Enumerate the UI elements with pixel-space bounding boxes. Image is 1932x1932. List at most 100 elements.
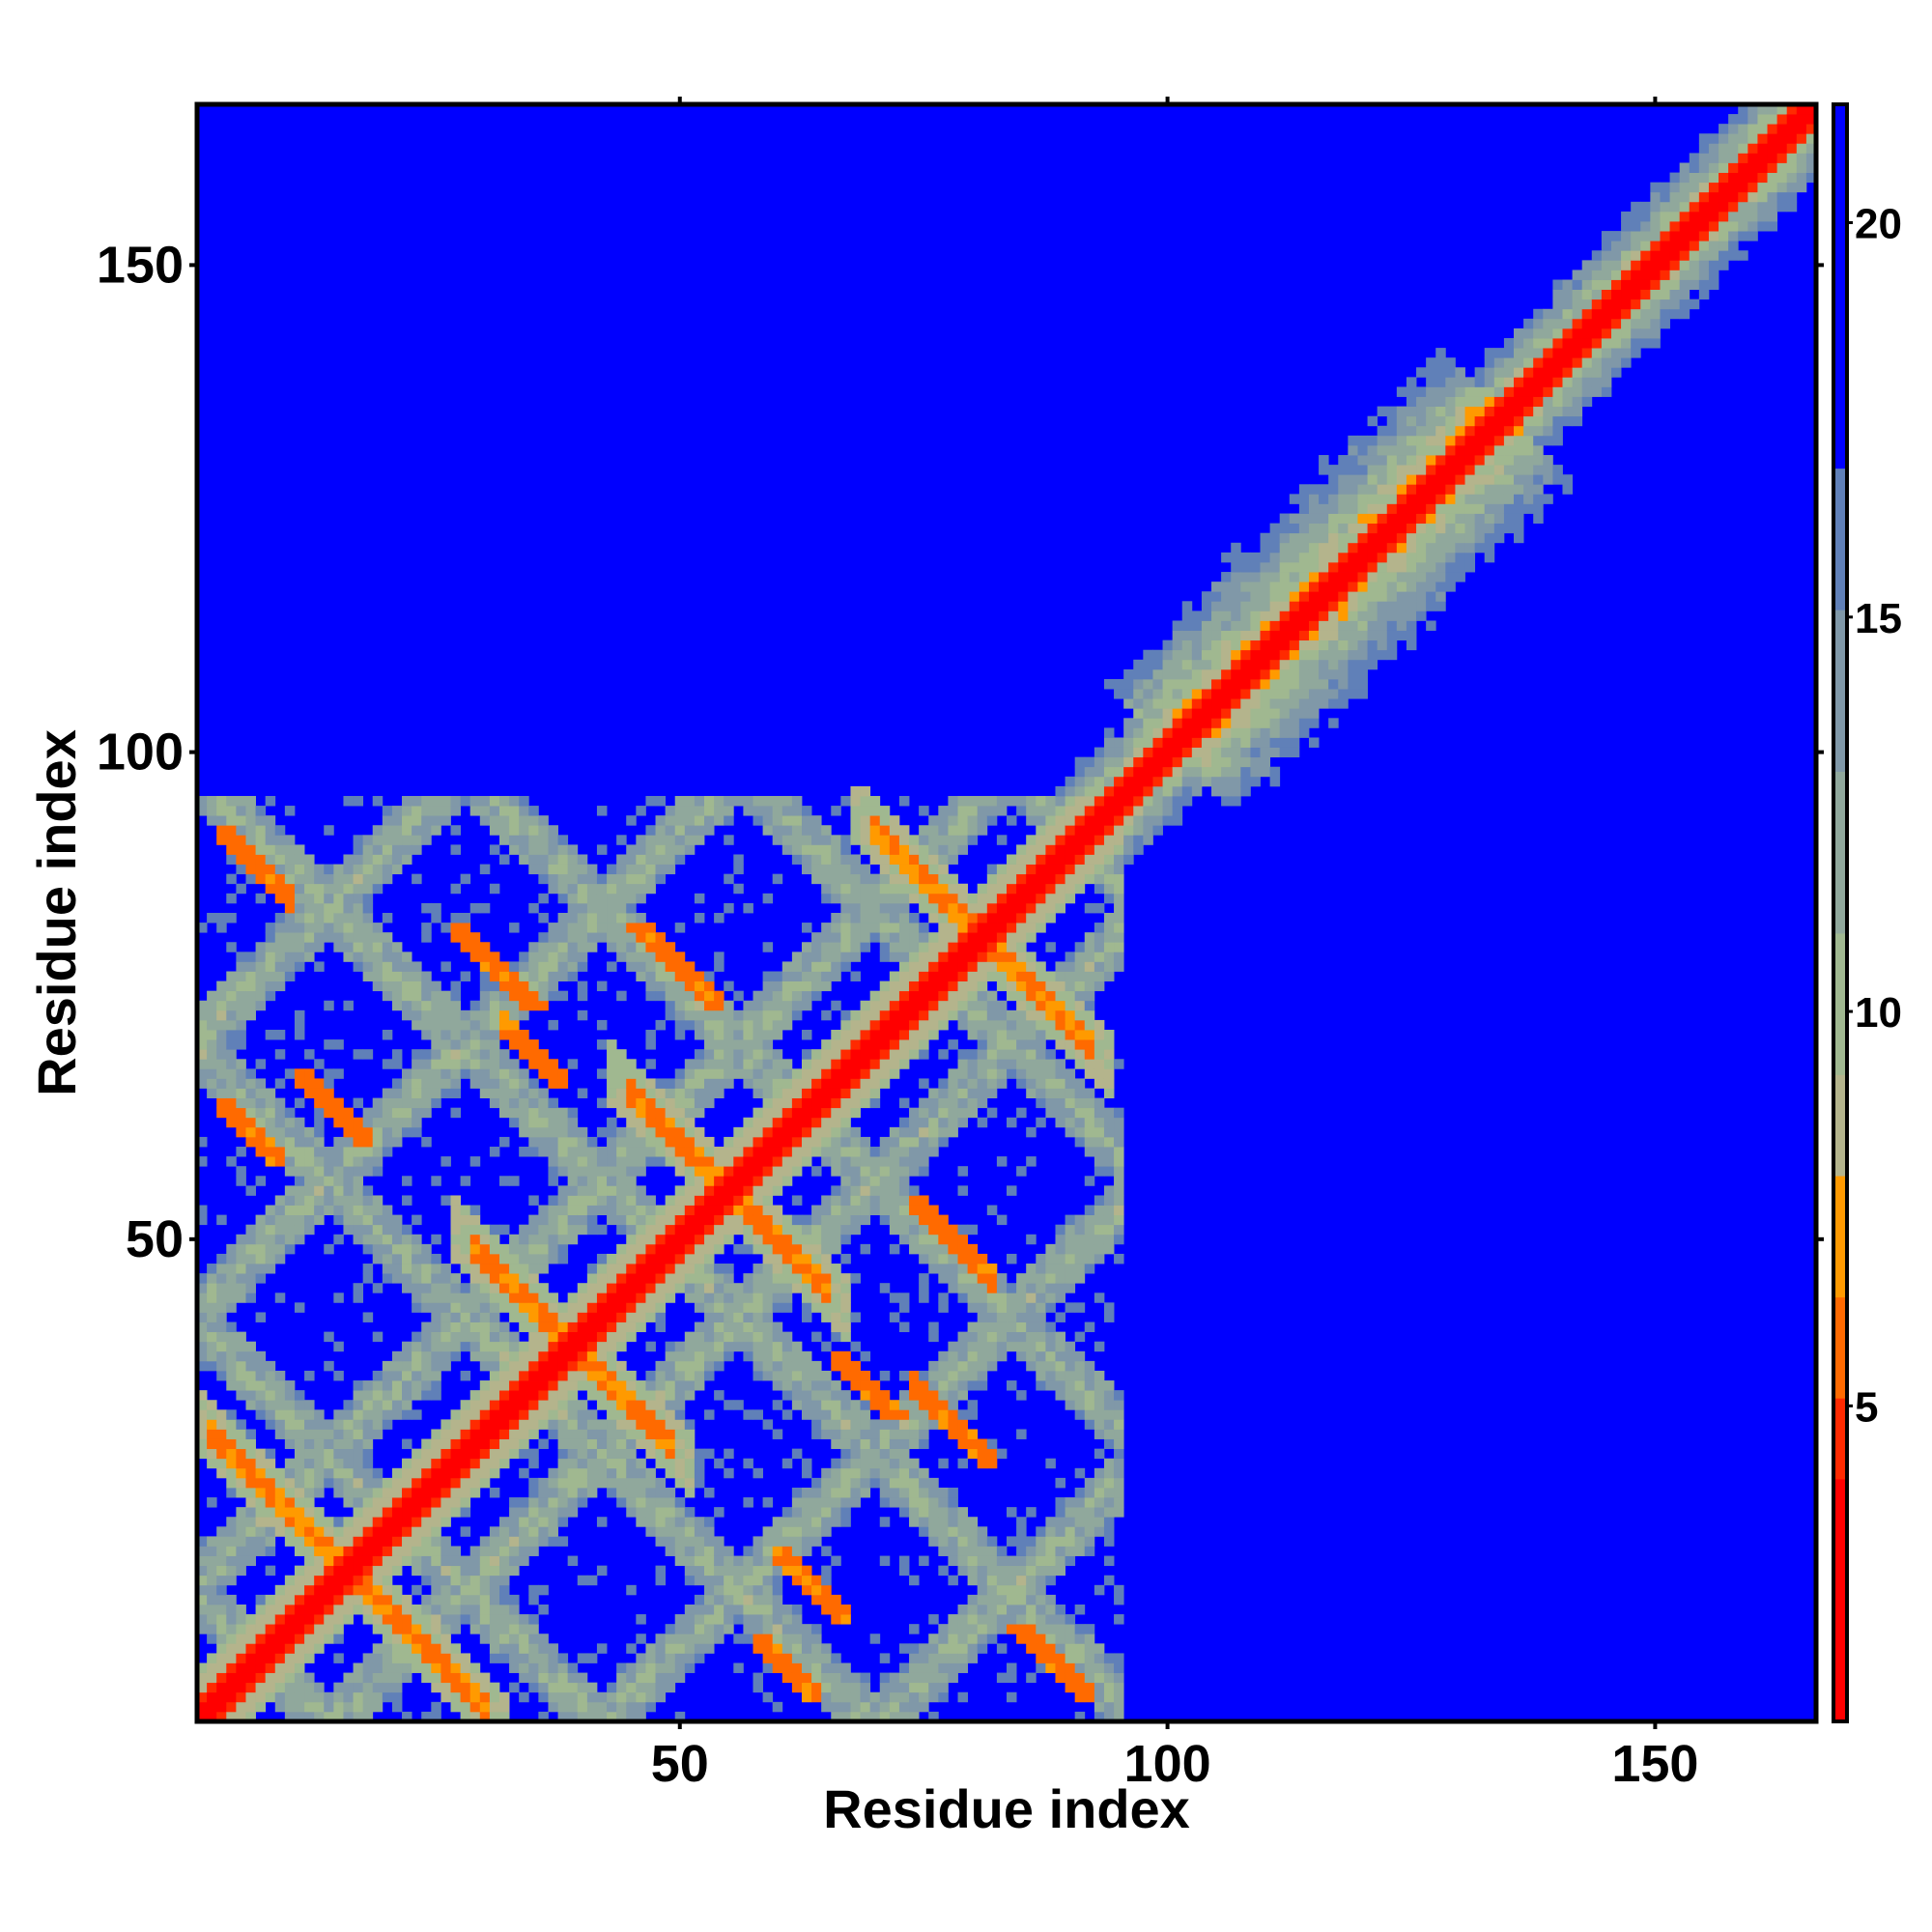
- heatmap-cell: [586, 1312, 598, 1322]
- heatmap-cell: [684, 1195, 696, 1206]
- heatmap-cell: [596, 1185, 608, 1196]
- heatmap-cell: [567, 1156, 579, 1167]
- heatmap-cell: [840, 913, 851, 923]
- heatmap-cell: [636, 873, 646, 885]
- heatmap-cell: [333, 942, 344, 952]
- heatmap-cell: [596, 1039, 608, 1050]
- heatmap-cell: [586, 1176, 598, 1186]
- heatmap-cell: [236, 1604, 246, 1615]
- heatmap-cell: [860, 1701, 871, 1713]
- heatmap-cell: [538, 961, 549, 972]
- heatmap-cell: [207, 1624, 217, 1634]
- heatmap-cell: [324, 1448, 334, 1460]
- heatmap-cell: [791, 1643, 803, 1654]
- heatmap-cell: [753, 1467, 763, 1479]
- heatmap-cell: [889, 1477, 900, 1489]
- heatmap-cell: [412, 1380, 422, 1391]
- heatmap-cell: [674, 1107, 686, 1119]
- heatmap-cell: [879, 1039, 891, 1050]
- heatmap-cell: [762, 1526, 774, 1537]
- heatmap-cell: [811, 1205, 822, 1216]
- heatmap-cell: [733, 1156, 744, 1167]
- heatmap-cell: [274, 1253, 286, 1264]
- heatmap-cell: [860, 1672, 871, 1684]
- heatmap-cell: [781, 1341, 793, 1352]
- heatmap-cell: [869, 1458, 881, 1469]
- heatmap-cell: [412, 1273, 422, 1284]
- heatmap-cell: [636, 1097, 646, 1109]
- heatmap-cell: [840, 1400, 851, 1410]
- heatmap-cell: [791, 1360, 803, 1372]
- heatmap-cell: [811, 864, 822, 875]
- heatmap-cell: [636, 1243, 646, 1255]
- heatmap-cell: [801, 1653, 812, 1663]
- heatmap-cell: [724, 1467, 734, 1479]
- heatmap-cell: [831, 1691, 841, 1703]
- heatmap-cell: [431, 1302, 441, 1313]
- heatmap-cell: [431, 1331, 441, 1343]
- heatmap-cell: [528, 1517, 539, 1527]
- heatmap-cell: [684, 1126, 696, 1138]
- heatmap-cell: [694, 1293, 705, 1303]
- heatmap-cell: [977, 1604, 988, 1615]
- heatmap-cell: [674, 835, 686, 845]
- heatmap-cell: [840, 893, 851, 904]
- heatmap-cell: [489, 1078, 500, 1089]
- heatmap-cell: [889, 1691, 900, 1703]
- heatmap-cell: [236, 1234, 246, 1245]
- heatmap-cell: [489, 1711, 500, 1722]
- heatmap-cell: [626, 1448, 637, 1460]
- heatmap-cell: [957, 1000, 969, 1011]
- heatmap-cell: [616, 1458, 627, 1469]
- heatmap-cell: [362, 835, 374, 845]
- heatmap-cell: [889, 1185, 900, 1196]
- heatmap-cell: [694, 1253, 705, 1264]
- heatmap-cell: [333, 1487, 344, 1498]
- heatmap-cell: [548, 1107, 558, 1119]
- heatmap-cell: [860, 1195, 871, 1206]
- heatmap-cell: [860, 1477, 871, 1489]
- heatmap-cell: [450, 1701, 462, 1713]
- heatmap-cell: [801, 825, 812, 836]
- heatmap-cell: [879, 1390, 891, 1401]
- heatmap-cell: [860, 1691, 871, 1703]
- heatmap-cell: [226, 893, 237, 904]
- heatmap-cell: [645, 1283, 656, 1293]
- heatmap-cell: [724, 1185, 734, 1196]
- heatmap-cell: [498, 1419, 510, 1430]
- heatmap-cell: [889, 883, 900, 895]
- heatmap-cell: [255, 1059, 267, 1069]
- heatmap-cell: [665, 1253, 676, 1264]
- heatmap-cell: [353, 961, 364, 972]
- heatmap-cell: [197, 1341, 208, 1352]
- heatmap-cell: [665, 1517, 676, 1527]
- heatmap-cell: [850, 1370, 861, 1381]
- heatmap-cell: [928, 1526, 939, 1537]
- heatmap-cell: [577, 1156, 588, 1167]
- heatmap-cell: [919, 1487, 929, 1498]
- heatmap-cell: [762, 1546, 774, 1556]
- heatmap-cell: [382, 1390, 393, 1401]
- heatmap-cell: [753, 1264, 763, 1274]
- heatmap-cell: [772, 873, 783, 885]
- heatmap-cell: [704, 1136, 715, 1148]
- heatmap-cell: [821, 1302, 832, 1313]
- heatmap-cell: [382, 1682, 393, 1693]
- heatmap-cell: [645, 1136, 656, 1148]
- heatmap-cell: [967, 1438, 979, 1450]
- heatmap-cell: [665, 806, 676, 816]
- heatmap-cell: [557, 1341, 569, 1352]
- heatmap-cell: [333, 1293, 344, 1303]
- heatmap-cell: [957, 1360, 969, 1372]
- heatmap-cell: [596, 1643, 608, 1654]
- heatmap-cell: [860, 815, 871, 826]
- heatmap-cell: [977, 1009, 988, 1021]
- heatmap-cell: [684, 1467, 696, 1479]
- heatmap-cell: [460, 1467, 471, 1479]
- heatmap-cell: [528, 1147, 539, 1157]
- heatmap-cell: [577, 1088, 588, 1098]
- heatmap-cell: [489, 1682, 500, 1693]
- heatmap-cell: [762, 1350, 774, 1362]
- heatmap-cell: [548, 1117, 558, 1128]
- heatmap-cell: [333, 1536, 344, 1547]
